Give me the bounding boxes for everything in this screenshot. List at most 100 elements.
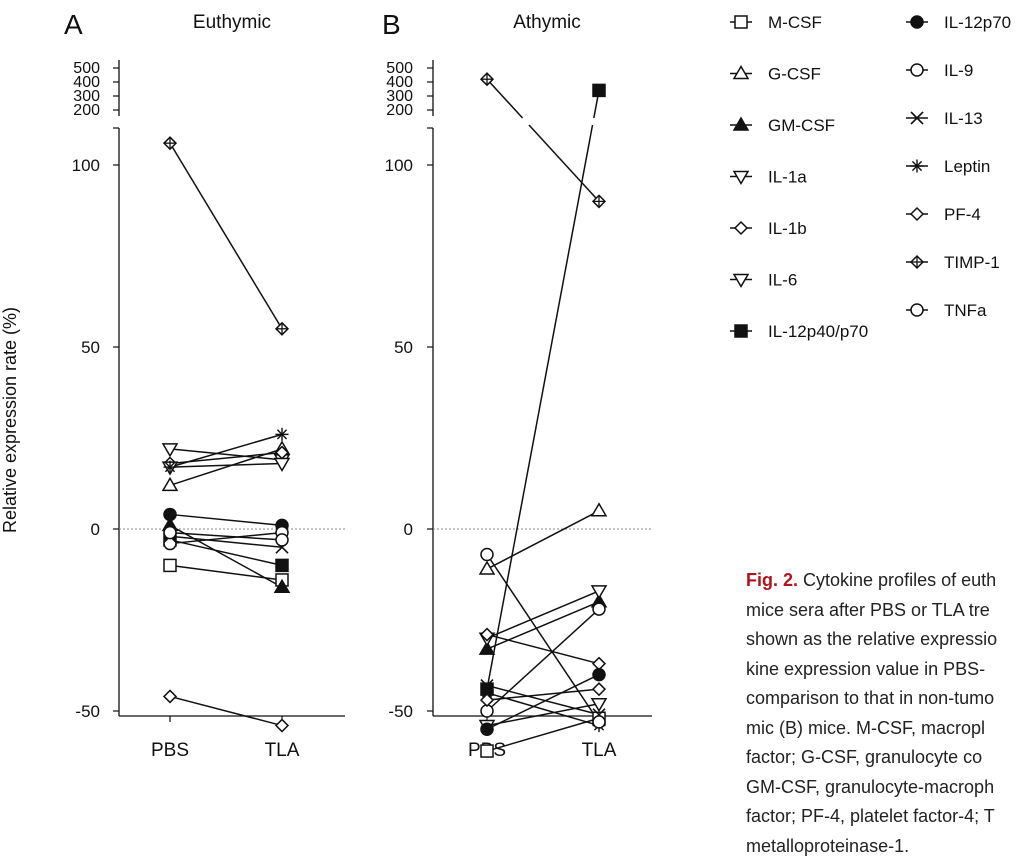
legend-label: IL-1a	[768, 168, 807, 187]
series-line-IL-13	[169, 535, 283, 548]
legend-item: TNFa	[906, 301, 987, 320]
data-point-G-CSF	[590, 502, 608, 517]
legend-label: M-CSF	[768, 13, 822, 32]
y-tick-label: 50	[394, 338, 413, 357]
legend-marker-icon	[910, 15, 924, 29]
series-line-TNFa	[169, 531, 283, 541]
data-point-GM-CSF	[273, 578, 291, 593]
y-tick-label: 100	[72, 156, 100, 175]
y-tick-label: 100	[385, 156, 413, 175]
legend-item: GM-CSF	[730, 116, 835, 135]
panel-title: Athymic	[513, 12, 581, 33]
legend-item: IL-1a	[730, 168, 807, 187]
data-point-TNFa	[163, 525, 177, 540]
data-point-G-CSF	[161, 476, 179, 492]
x-tick-label: TLA	[265, 740, 300, 761]
legend-marker-icon	[909, 206, 925, 222]
y-tick-label: 300	[73, 88, 100, 105]
data-point-TNFa	[275, 533, 289, 547]
y-tick-label: 400	[386, 74, 413, 91]
legend-marker-icon	[909, 254, 925, 270]
series-line-IL-1b	[486, 633, 600, 665]
data-point-IL-12p40/p70	[275, 558, 289, 573]
series-line-TIMP-1	[169, 142, 283, 330]
legend-marker-icon	[734, 15, 748, 29]
legend-label: IL-1b	[768, 219, 807, 238]
panel-letter: B	[382, 9, 401, 40]
data-point-IL-1a	[161, 443, 179, 458]
y-tick-label: -50	[388, 702, 413, 721]
series-line-IL-12p70	[169, 513, 283, 527]
legend-marker-icon	[910, 111, 924, 125]
series-line-IL-12p40/p70	[486, 90, 600, 690]
caption-label: Fig. 2.	[746, 570, 799, 590]
y-axis-label: Relative expression rate (%)	[0, 307, 20, 533]
data-point-Leptin	[163, 460, 177, 474]
series-line-IL-13	[486, 684, 600, 716]
series-line-GM-CSF	[169, 524, 283, 588]
x-tick-label: TLA	[582, 740, 617, 761]
data-point-TNFa	[480, 547, 494, 562]
data-point-IL-12p70	[592, 667, 606, 682]
y-tick-label: 400	[73, 74, 100, 91]
legend-item: IL-6	[730, 271, 797, 290]
data-point-PF-4	[479, 693, 495, 708]
data-point-TIMP-1	[274, 321, 290, 336]
legend-marker-icon	[910, 303, 924, 317]
legend-item: IL-9	[906, 61, 973, 80]
legend-label: IL-9	[944, 61, 973, 80]
legend-label: GM-CSF	[768, 116, 835, 135]
legend-label: IL-12p40/p70	[768, 322, 868, 341]
data-point-PF-4	[274, 718, 290, 733]
data-point-IL-6	[590, 697, 608, 713]
data-point-IL-12p70	[163, 507, 177, 522]
y-tick-label: 200	[386, 102, 413, 119]
series-line-GM-CSF	[486, 601, 600, 650]
legend-item: M-CSF	[730, 13, 822, 32]
data-point-IL-1b	[479, 627, 495, 642]
legend-item: IL-1b	[730, 219, 807, 238]
legend-marker-icon	[732, 116, 750, 131]
data-point-IL-9	[592, 602, 606, 616]
legend-marker-icon	[734, 324, 748, 338]
data-point-M-CSF	[163, 558, 177, 573]
data-point-IL-12p70	[480, 722, 494, 736]
series-line-G-CSF	[486, 510, 600, 570]
legend-item: IL-12p70	[906, 13, 1011, 32]
data-point-Leptin	[275, 427, 289, 441]
data-point-M-CSF	[480, 744, 494, 758]
series-line-IL-9	[169, 531, 283, 545]
data-point-IL-12p40/p70	[592, 83, 606, 98]
legend-item: TIMP-1	[906, 253, 1000, 272]
data-point-TIMP-1	[591, 194, 607, 209]
y-tick-label: 50	[81, 338, 100, 357]
y-tick-label: 0	[91, 520, 100, 539]
y-tick-label: 300	[386, 88, 413, 105]
legend-label: IL-12p70	[944, 13, 1011, 32]
series-line-M-CSF	[486, 717, 600, 752]
legend-marker-icon	[732, 170, 750, 185]
legend-marker-icon	[732, 65, 750, 80]
y-tick-label: 0	[404, 520, 413, 539]
data-point-PF-4	[591, 682, 607, 697]
caption-text: Cytokine profiles of euth mice sera afte…	[746, 570, 998, 856]
y-tick-label: 500	[386, 60, 413, 77]
legend-marker-icon	[910, 63, 924, 77]
legend-label: PF-4	[944, 205, 981, 224]
series-line-IL-6	[169, 462, 283, 468]
legend-item: Leptin	[906, 157, 990, 176]
series-line-PF-4	[486, 688, 600, 701]
data-point-IL-6	[273, 457, 291, 472]
series-line-IL-6	[486, 702, 600, 727]
series-line-TIMP-1	[486, 78, 600, 202]
legend-label: G-CSF	[768, 65, 821, 84]
series-line-TNFa	[486, 554, 600, 723]
legend-marker-icon	[732, 273, 750, 288]
x-tick-label: PBS	[151, 740, 189, 761]
series-line-PF-4	[169, 695, 283, 727]
legend-label: Leptin	[944, 157, 990, 176]
series-line-Leptin	[169, 433, 283, 468]
